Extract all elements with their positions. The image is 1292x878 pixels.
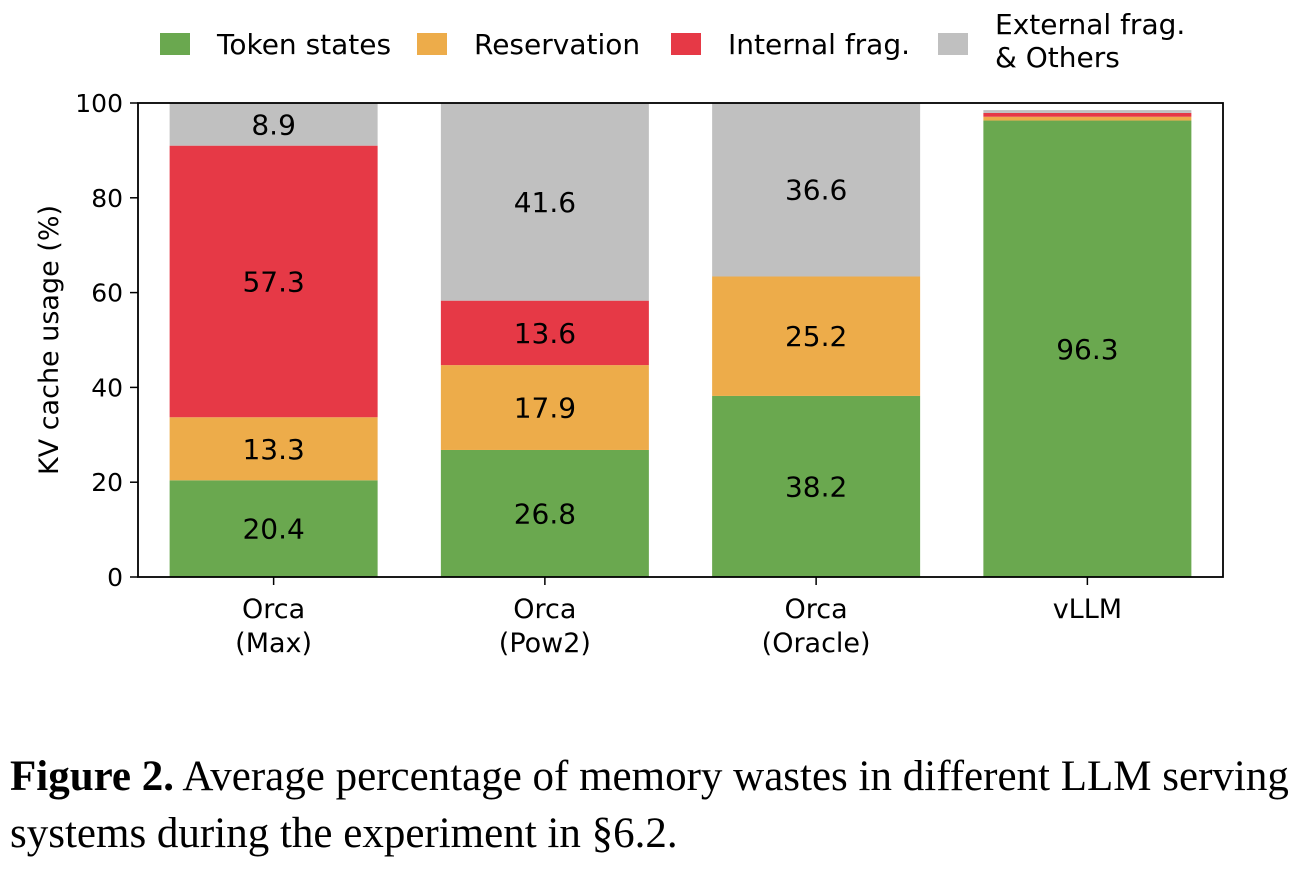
- data-label: 13.6: [514, 317, 576, 350]
- bar-segment: [712, 395, 921, 577]
- legend-swatch: [938, 33, 968, 55]
- data-label: 13.3: [242, 433, 304, 466]
- axes: Orca(Max)Orca(Pow2)Orca(Oracle)vLLM02040…: [75, 89, 1224, 659]
- data-label: 25.2: [785, 320, 847, 353]
- bar-segment: [169, 145, 378, 418]
- data-label: 20.4: [242, 513, 304, 546]
- legend-label: Token states: [216, 28, 391, 61]
- y-tick-label: 80: [91, 184, 123, 213]
- bar-segment: [440, 300, 649, 366]
- bar-segment: [440, 365, 649, 450]
- x-tick-label: (Oracle): [762, 628, 871, 659]
- caption-text: Average percentage of memory wastes in d…: [10, 753, 1289, 857]
- data-label: 17.9: [514, 392, 576, 425]
- bar-segment: [712, 276, 921, 396]
- bar-segment: [983, 116, 1192, 121]
- bar-segment: [983, 120, 1192, 578]
- x-tick-label: Orca: [785, 594, 848, 625]
- bar-segment: [712, 103, 921, 277]
- figure-caption: Figure 2. Average percentage of memory w…: [10, 748, 1290, 862]
- x-tick-label: (Pow2): [499, 628, 591, 659]
- y-axis-label: KV cache usage (%): [34, 205, 65, 475]
- legend-label: Internal frag.: [728, 28, 910, 61]
- data-label: 26.8: [514, 497, 576, 530]
- legend-label: External frag. & Others: [995, 8, 1185, 74]
- y-tick-label: 0: [107, 563, 123, 592]
- data-label: 57.3: [242, 265, 304, 298]
- data-label: 41.6: [514, 186, 576, 219]
- stacked-bar-chart: Token states Reservation Internal frag. Ext…: [34, 8, 1224, 659]
- bar-segment: [983, 112, 1192, 117]
- data-label: 38.2: [785, 470, 847, 503]
- y-tick-label: 20: [91, 468, 123, 497]
- y-tick-label: 100: [75, 89, 123, 118]
- legend: Token states Reservation Internal frag. Ext…: [160, 8, 1185, 74]
- legend-swatch: [417, 33, 447, 55]
- legend-swatch: [671, 33, 701, 55]
- bar-segment: [440, 449, 649, 577]
- x-tick-label: Orca: [513, 594, 576, 625]
- y-tick-label: 60: [91, 279, 123, 308]
- legend-label: Reservation: [474, 28, 640, 61]
- bar-segment: [169, 480, 378, 577]
- bar-segment: [169, 417, 378, 481]
- bars: [169, 103, 1192, 578]
- data-label: 36.6: [785, 174, 847, 207]
- x-tick-label: vLLM: [1053, 594, 1122, 625]
- bar-segment: [440, 103, 649, 301]
- caption-label: Figure 2.: [10, 753, 175, 800]
- legend-swatch: [160, 33, 190, 55]
- data-label: 96.3: [1056, 333, 1118, 366]
- x-tick-label: Orca: [242, 594, 305, 625]
- bar-segment: [169, 103, 378, 146]
- data-label: 8.9: [251, 109, 296, 142]
- plot-frame: [137, 102, 1224, 578]
- bar-segment: [983, 110, 1192, 113]
- bar-labels: 20.4 13.3 57.3 8.9 26.8 17.9 13.6 41.6 38.2 25.2 3…: [242, 109, 1118, 546]
- x-tick-label: (Max): [235, 628, 312, 659]
- y-tick-label: 40: [91, 373, 123, 402]
